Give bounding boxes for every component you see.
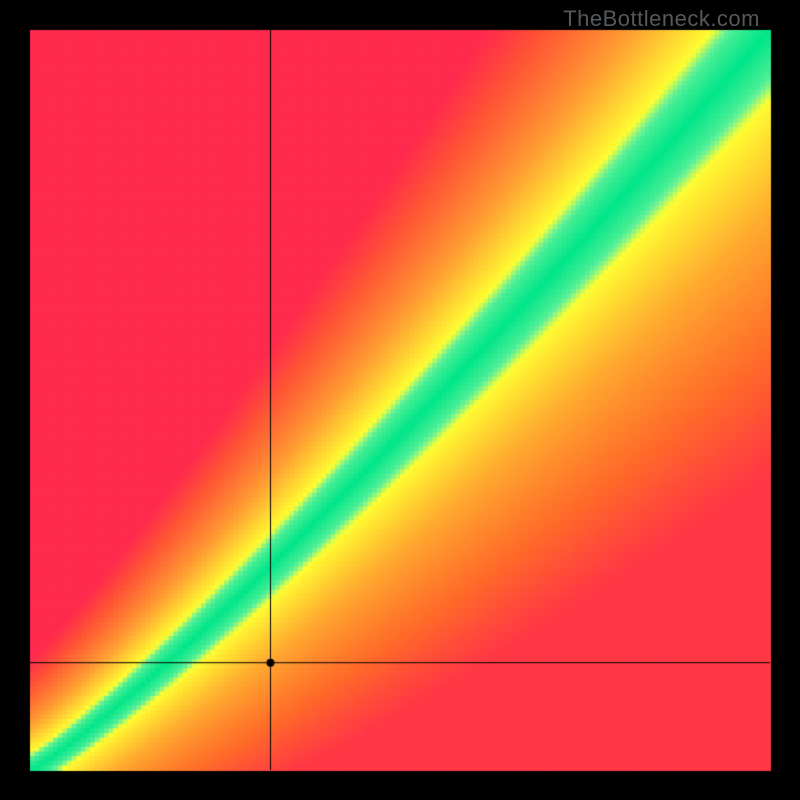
chart-container: TheBottleneck.com [0,0,800,800]
heatmap-canvas [0,0,800,800]
watermark-text: TheBottleneck.com [563,6,760,32]
